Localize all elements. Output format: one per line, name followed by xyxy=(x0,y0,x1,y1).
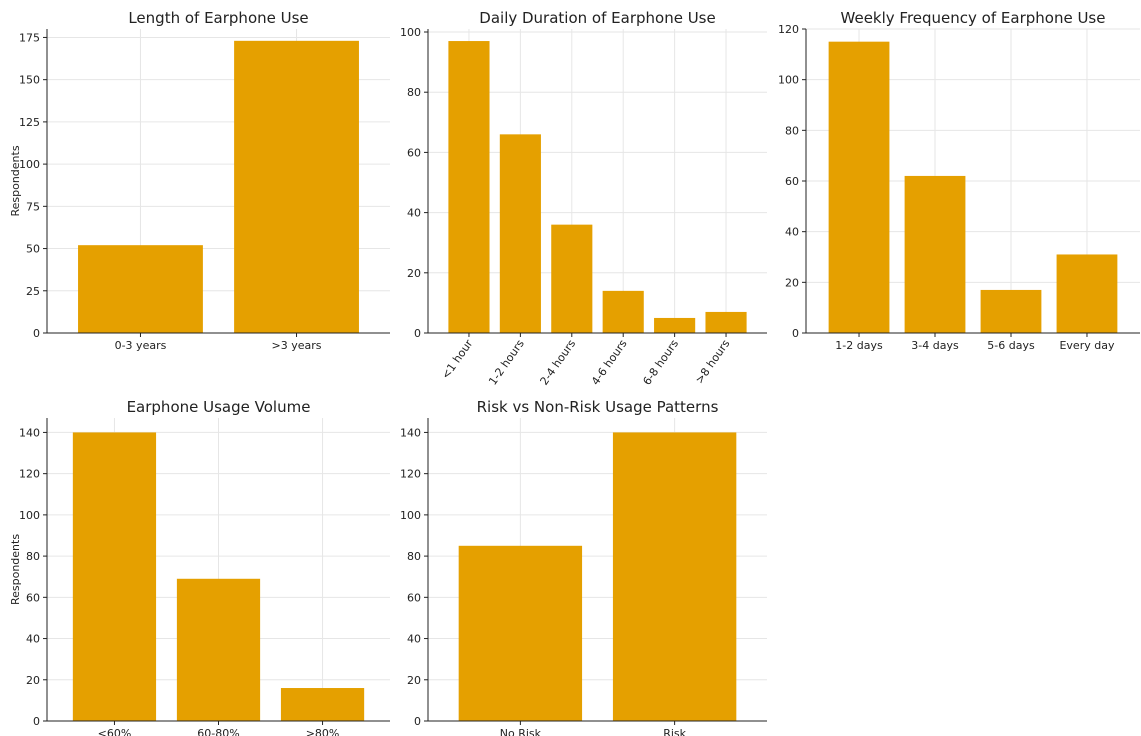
x-tick-label: 3-4 days xyxy=(911,339,959,352)
bar xyxy=(904,175,966,333)
y-tick-label: 0 xyxy=(33,327,40,340)
bar xyxy=(280,688,365,721)
y-tick-label: 0 xyxy=(33,715,40,728)
y-tick-label: 25 xyxy=(26,285,40,298)
x-tick-label: 5-6 days xyxy=(987,339,1035,352)
y-tick-label: 50 xyxy=(26,243,40,256)
y-tick-label: 80 xyxy=(407,550,421,563)
chart-panel-5: 0 20 40 60 80 100 120 140 No Risk Risk Risk vs Non… xyxy=(400,398,767,736)
bar xyxy=(705,311,747,333)
y-tick-label: 75 xyxy=(26,200,40,213)
y-tick-label: 80 xyxy=(785,124,799,137)
y-tick-label: 20 xyxy=(26,674,40,687)
x-tick-label: 6-8 hours xyxy=(640,337,681,388)
chart-title: Earphone Usage Volume xyxy=(127,398,311,416)
x-tick-label: 1-2 days xyxy=(835,339,883,352)
x-tick-label: <60% xyxy=(98,727,132,736)
x-tick-label: >80% xyxy=(306,727,340,736)
bar xyxy=(654,317,696,333)
chart-panel-2: 0 20 40 60 80 100 <1 hour 1-2 hours 2-4 hours 4-6… xyxy=(400,9,767,388)
x-tick-label: 0-3 years xyxy=(115,339,167,352)
y-tick-label: 20 xyxy=(407,267,421,280)
x-tick-label: No Risk xyxy=(500,727,542,736)
chart-title: Risk vs Non-Risk Usage Patterns xyxy=(477,398,719,416)
bar xyxy=(448,41,490,333)
y-tick-label: 0 xyxy=(792,327,799,340)
x-tick-label: <1 hour xyxy=(439,337,476,382)
y-tick-label: 20 xyxy=(407,674,421,687)
y-tick-label: 140 xyxy=(19,426,40,439)
bar xyxy=(612,432,737,721)
y-tick-label: 150 xyxy=(19,74,40,87)
y-tick-label: 140 xyxy=(400,426,421,439)
y-tick-label: 60 xyxy=(407,146,421,159)
bar xyxy=(828,41,890,334)
y-tick-label: 125 xyxy=(19,116,40,129)
bar xyxy=(176,578,261,721)
bar xyxy=(78,245,203,333)
y-tick-label: 20 xyxy=(785,276,799,289)
y-tick-label: 40 xyxy=(785,226,799,239)
y-tick-label: 60 xyxy=(407,591,421,604)
bar xyxy=(234,40,359,333)
y-tick-label: 120 xyxy=(778,23,799,36)
bar xyxy=(72,432,157,721)
y-tick-label: 0 xyxy=(414,715,421,728)
y-tick-label: 0 xyxy=(414,327,421,340)
bar xyxy=(602,290,644,333)
x-tick-label: >3 years xyxy=(272,339,322,352)
x-tick-label: Every day xyxy=(1059,339,1114,352)
y-tick-label: 80 xyxy=(26,550,40,563)
y-tick-label: 100 xyxy=(778,74,799,87)
y-tick-label: 40 xyxy=(407,633,421,646)
bar xyxy=(458,545,583,721)
x-tick-label: 2-4 hours xyxy=(538,337,579,388)
y-tick-label: 60 xyxy=(785,175,799,188)
y-axis-label: Respondents xyxy=(9,534,22,605)
chart-panel-4: 0 20 40 60 80 100 120 140 <60% 60-80% >80% Earphone… xyxy=(9,398,390,736)
y-tick-label: 100 xyxy=(19,158,40,171)
y-tick-label: 80 xyxy=(407,86,421,99)
chart-title: Daily Duration of Earphone Use xyxy=(479,9,715,27)
bar xyxy=(980,289,1042,333)
y-tick-label: 120 xyxy=(400,468,421,481)
chart-title: Weekly Frequency of Earphone Use xyxy=(841,9,1106,27)
x-tick-label: 1-2 hours xyxy=(486,337,527,388)
y-tick-label: 100 xyxy=(400,509,421,522)
bar xyxy=(499,134,541,333)
x-tick-label: 4-6 hours xyxy=(589,337,630,388)
y-tick-label: 40 xyxy=(26,633,40,646)
y-tick-label: 60 xyxy=(26,591,40,604)
y-tick-label: 120 xyxy=(19,468,40,481)
chart-title: Length of Earphone Use xyxy=(128,9,308,27)
bar xyxy=(551,224,593,333)
chart-panel-3: 0 20 40 60 80 100 120 1-2 days 3-4 days 5-6 days E… xyxy=(778,9,1140,352)
x-tick-label: 60-80% xyxy=(197,727,239,736)
bar xyxy=(1056,254,1118,333)
y-tick-label: 100 xyxy=(400,26,421,39)
x-tick-label: >8 hours xyxy=(693,337,733,386)
x-tick-label: Risk xyxy=(663,727,686,736)
y-tick-label: 175 xyxy=(19,31,40,44)
y-tick-label: 100 xyxy=(19,509,40,522)
chart-panel-1: 0 25 50 75 100 125 150 175 0-3 years >3 years Leng… xyxy=(9,9,390,352)
y-axis-label: Respondents xyxy=(9,145,22,216)
y-tick-label: 40 xyxy=(407,207,421,220)
